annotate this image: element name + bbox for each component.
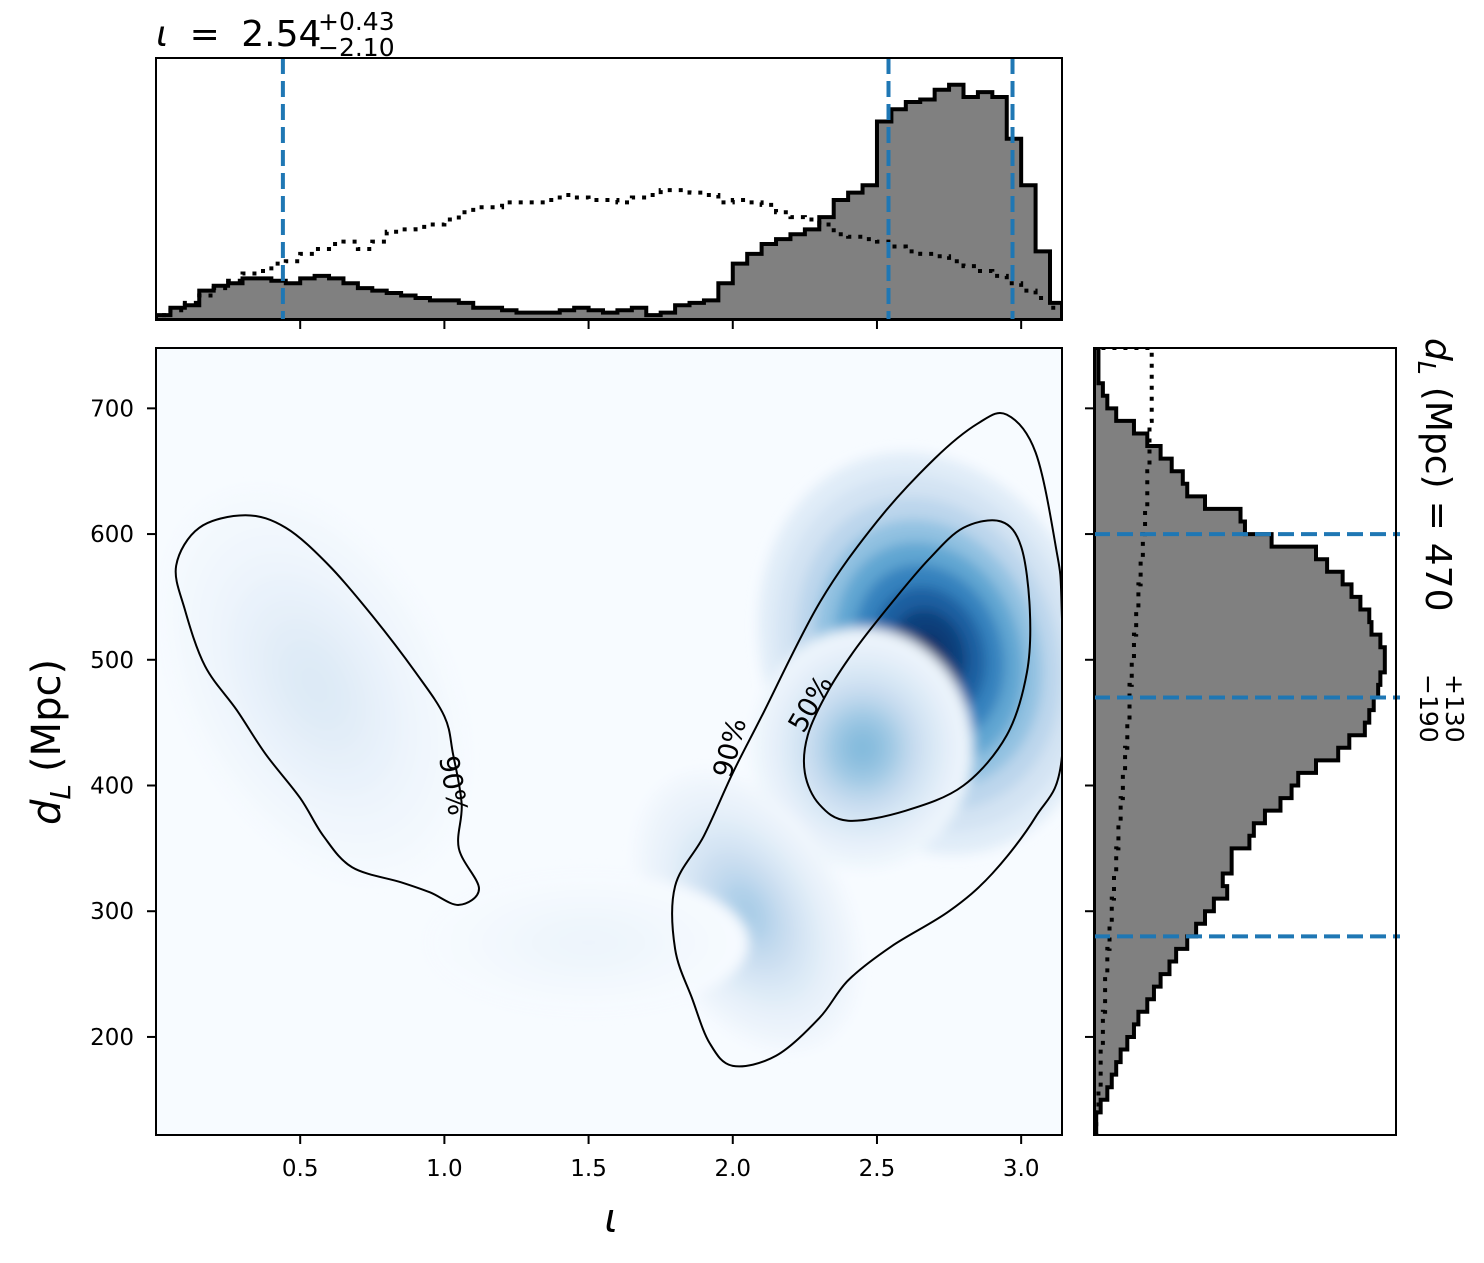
dl-title-symbol: d bbox=[1417, 338, 1458, 362]
right-marginal-frame bbox=[1093, 347, 1397, 1136]
dl-title-upper: +130 bbox=[1440, 674, 1469, 743]
density-blob bbox=[297, 663, 332, 707]
joint-panel-ticks: 0.5 1.0 1.5 2.0 2.5 3.0 200 300 400 500 600 700 bbox=[90, 396, 1039, 1182]
iota-histogram bbox=[156, 82, 1062, 320]
y-tick-label: 200 bbox=[90, 1025, 134, 1051]
joint-panel: 90%90%50% 0.5 1.0 1.5 2.0 2.5 3.0200300400500… bbox=[24, 347, 1063, 1242]
dl-title: dL (Mpc) = 470 +130 −190 bbox=[1412, 338, 1469, 743]
y-axis-label-symbol: d bbox=[24, 799, 70, 825]
iota-title-lower: −2.10 bbox=[318, 33, 395, 62]
iota-title-upper: +0.43 bbox=[318, 7, 395, 36]
svg-text:dL(Mpc)=470: dL (Mpc) = 470 bbox=[1412, 338, 1458, 611]
x-tick-label: 0.5 bbox=[282, 1156, 319, 1182]
dl-title-sub: L bbox=[1412, 361, 1441, 375]
iota-title-median: 2.54 bbox=[241, 14, 321, 55]
dl-title-equals: = bbox=[1417, 501, 1458, 531]
joint-panel-frame bbox=[155, 347, 1063, 1136]
right-marginal-panel: dL (Mpc) = 470 +130 −190 bbox=[1085, 338, 1469, 1136]
x-axis-label: ι bbox=[604, 1196, 618, 1242]
x-tick-label: 3.0 bbox=[1003, 1156, 1040, 1182]
iota-title-equals: = bbox=[190, 14, 220, 55]
right-marginal-ticks bbox=[1085, 407, 1094, 1038]
contour-50-right bbox=[802, 519, 1032, 822]
y-tick-label: 500 bbox=[90, 648, 134, 674]
top-marginal-ticks bbox=[299, 320, 1023, 329]
iota-title: ι = 2.54 bbox=[156, 14, 321, 55]
dl-title-unit: (Mpc) bbox=[1417, 387, 1458, 489]
contour-90-right bbox=[671, 411, 1062, 1068]
x-tick-label: 2.0 bbox=[714, 1156, 751, 1182]
top-marginal-frame bbox=[155, 57, 1063, 321]
density-blob bbox=[570, 934, 607, 951]
dl-credible-lines bbox=[1094, 532, 1400, 939]
y-axis-label-unit: (Mpc) bbox=[24, 659, 70, 772]
iota-title-symbol: ι bbox=[156, 14, 168, 55]
dl-posterior-histogram bbox=[1094, 348, 1387, 1135]
y-axis-label-sub: L bbox=[44, 784, 77, 800]
dl-histogram bbox=[1094, 348, 1387, 1135]
density-heatmap bbox=[163, 452, 1062, 1050]
x-tick-label: 1.0 bbox=[426, 1156, 463, 1182]
y-axis-label: dL (Mpc) bbox=[24, 659, 77, 825]
x-tick-label: 2.5 bbox=[859, 1156, 896, 1182]
dl-title-lower: −190 bbox=[1414, 674, 1443, 743]
y-tick-label: 700 bbox=[90, 396, 134, 422]
density-blob bbox=[734, 895, 760, 927]
credible-contours bbox=[174, 411, 1062, 1068]
y-tick-label: 600 bbox=[90, 522, 134, 548]
iota-prior-histogram bbox=[156, 188, 1062, 320]
x-tick-label: 1.5 bbox=[570, 1156, 607, 1182]
dl-title-median: 470 bbox=[1417, 543, 1458, 612]
y-tick-label: 300 bbox=[90, 899, 134, 925]
contour-90-left bbox=[174, 514, 480, 906]
top-marginal-panel: ι = 2.54 +0.43 −2.10 bbox=[155, 7, 1063, 329]
y-tick-label: 400 bbox=[90, 774, 134, 800]
density-blob bbox=[850, 734, 875, 762]
iota-posterior-histogram bbox=[156, 82, 1062, 320]
iota-credible-lines bbox=[280, 58, 1015, 320]
